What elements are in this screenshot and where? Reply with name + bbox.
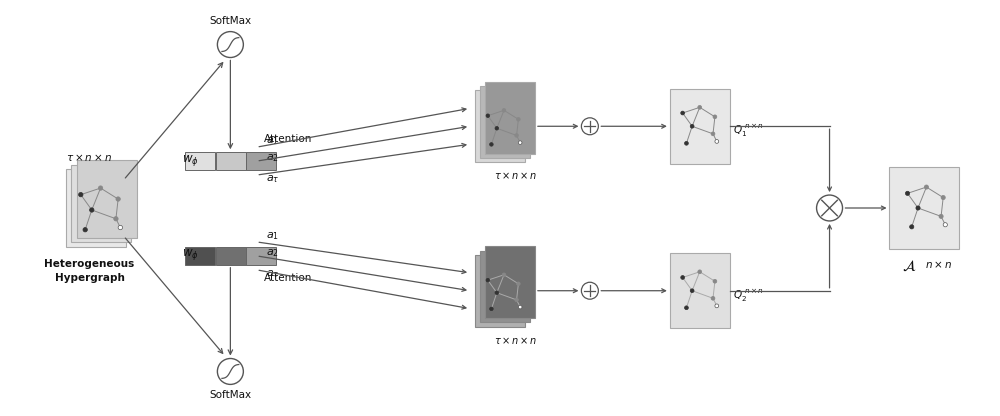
Text: $a_1$: $a_1$ (266, 230, 279, 242)
Circle shape (713, 280, 717, 283)
Text: $a_2$: $a_2$ (266, 247, 279, 259)
Circle shape (711, 132, 715, 136)
Circle shape (83, 228, 87, 232)
FancyBboxPatch shape (185, 152, 215, 170)
Circle shape (486, 114, 490, 117)
Circle shape (515, 134, 518, 137)
Circle shape (924, 185, 929, 189)
Text: $\tau \times n \times n$: $\tau \times n \times n$ (494, 170, 538, 181)
Circle shape (217, 32, 243, 57)
Circle shape (910, 225, 914, 229)
Text: $a_\tau$: $a_\tau$ (266, 268, 280, 280)
Circle shape (905, 191, 910, 196)
Text: $a_\tau$: $a_\tau$ (266, 173, 280, 185)
Text: Attention: Attention (264, 273, 313, 283)
FancyBboxPatch shape (216, 247, 246, 265)
Circle shape (518, 305, 522, 309)
Circle shape (681, 275, 685, 280)
Circle shape (681, 111, 685, 115)
Text: $a_2$: $a_2$ (266, 152, 279, 164)
FancyBboxPatch shape (485, 82, 535, 154)
Text: $\ n \times n$: $\ n \times n$ (922, 259, 953, 270)
Circle shape (486, 278, 490, 282)
Circle shape (698, 105, 702, 109)
Circle shape (118, 225, 123, 230)
Circle shape (698, 270, 702, 274)
Text: Attention: Attention (264, 134, 313, 144)
FancyBboxPatch shape (246, 247, 276, 265)
Circle shape (581, 282, 598, 299)
Circle shape (943, 223, 947, 227)
Circle shape (217, 359, 243, 384)
Circle shape (502, 273, 506, 277)
Circle shape (490, 143, 493, 146)
Circle shape (690, 289, 694, 292)
Circle shape (495, 126, 499, 130)
Text: $\tau \times n \times n$: $\tau \times n \times n$ (494, 334, 538, 346)
Text: $\tau \times n \times n$: $\tau \times n \times n$ (66, 152, 113, 163)
Circle shape (685, 306, 688, 310)
Circle shape (517, 282, 520, 285)
FancyBboxPatch shape (77, 160, 137, 238)
FancyBboxPatch shape (246, 152, 276, 170)
Text: $a_1$: $a_1$ (266, 135, 279, 147)
Text: $w_\phi$: $w_\phi$ (182, 248, 198, 262)
FancyBboxPatch shape (475, 255, 525, 327)
Circle shape (116, 197, 120, 201)
Circle shape (495, 291, 499, 295)
Circle shape (939, 214, 943, 218)
Circle shape (114, 217, 118, 221)
Circle shape (713, 115, 717, 119)
FancyBboxPatch shape (185, 247, 215, 265)
FancyBboxPatch shape (71, 165, 131, 243)
Circle shape (90, 208, 94, 212)
Circle shape (941, 196, 945, 200)
Circle shape (715, 304, 719, 308)
Text: Hypergraph: Hypergraph (55, 273, 125, 283)
FancyBboxPatch shape (670, 253, 730, 328)
Circle shape (916, 206, 920, 210)
Circle shape (711, 297, 715, 300)
Circle shape (517, 117, 520, 121)
FancyBboxPatch shape (480, 86, 530, 158)
Text: SoftMax: SoftMax (209, 16, 251, 26)
Text: $\mathcal{A}$: $\mathcal{A}$ (902, 259, 917, 274)
Text: SoftMax: SoftMax (209, 390, 251, 400)
FancyBboxPatch shape (66, 169, 126, 247)
Circle shape (502, 109, 506, 112)
FancyBboxPatch shape (670, 89, 730, 163)
Text: Heterogeneous: Heterogeneous (44, 259, 135, 269)
FancyBboxPatch shape (480, 251, 530, 322)
FancyBboxPatch shape (216, 152, 246, 170)
Circle shape (79, 193, 83, 197)
Circle shape (490, 307, 493, 311)
Circle shape (518, 141, 522, 144)
Circle shape (690, 124, 694, 128)
Text: $w_\phi$: $w_\phi$ (182, 153, 198, 168)
Circle shape (581, 118, 598, 135)
Circle shape (685, 141, 688, 145)
FancyBboxPatch shape (485, 246, 535, 318)
FancyBboxPatch shape (889, 167, 959, 249)
FancyBboxPatch shape (475, 90, 525, 162)
Text: $Q_1^{\ n \times n}$: $Q_1^{\ n \times n}$ (733, 123, 764, 139)
Circle shape (817, 195, 843, 221)
Circle shape (98, 186, 103, 190)
Text: $Q_2^{\ n \times n}$: $Q_2^{\ n \times n}$ (733, 287, 764, 304)
Circle shape (715, 139, 719, 144)
Circle shape (515, 298, 518, 302)
